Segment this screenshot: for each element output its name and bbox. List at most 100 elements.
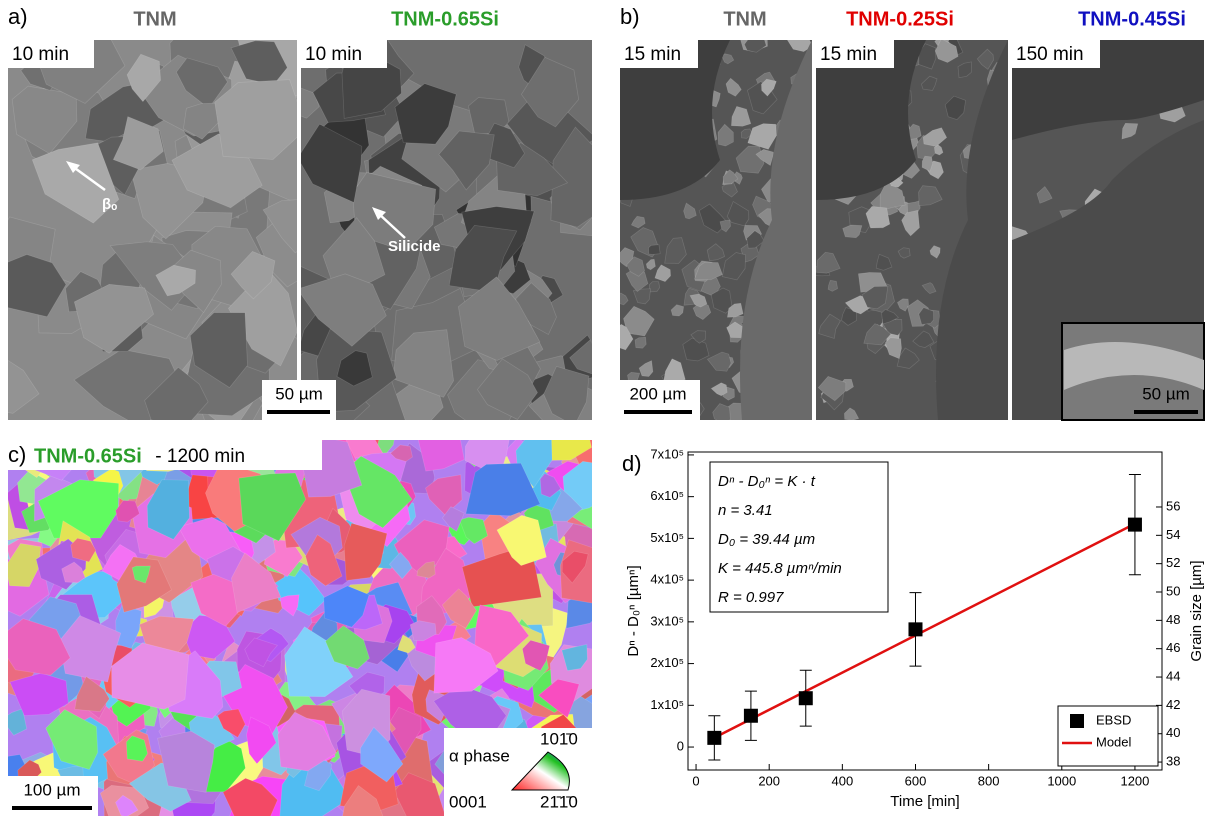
y2-tick-label: 56: [1166, 498, 1180, 513]
grain: [126, 735, 148, 762]
grain: [112, 116, 164, 171]
grain: [323, 585, 370, 628]
panel-label: c): [8, 442, 26, 467]
annotation: R = 0.997: [718, 589, 784, 606]
grain: [698, 203, 729, 234]
grain: [620, 247, 635, 268]
x-tick-label: 600: [905, 773, 927, 788]
grain: [706, 243, 726, 262]
grain: [441, 506, 465, 532]
grain: [458, 276, 541, 361]
grain: [539, 473, 562, 498]
y2-tick-label: 46: [1166, 640, 1180, 655]
time-label: 15 min: [820, 44, 877, 65]
time-label: - 1200 min: [150, 446, 245, 467]
grain: [262, 199, 297, 254]
grain: [238, 472, 307, 542]
sample-name: TNM-0.65Si: [34, 445, 142, 467]
grain: [520, 56, 580, 128]
grain: [626, 256, 645, 277]
grain: [625, 268, 649, 292]
grain: [8, 359, 40, 414]
grain: [743, 40, 767, 53]
sample-name: TNM-0.65Si: [391, 8, 499, 30]
grain: [222, 777, 278, 816]
arrow-head: [66, 161, 80, 173]
grain: [45, 709, 99, 770]
grain: [1036, 185, 1053, 204]
grain: [8, 618, 71, 676]
grain: [944, 95, 966, 121]
grain: [244, 637, 279, 668]
grain: [360, 726, 404, 783]
grain: [683, 202, 697, 220]
annotation: Dⁿ - D₀ⁿ = K · t: [718, 473, 816, 490]
grain: [343, 522, 388, 581]
grain: [230, 250, 276, 300]
data-point: [908, 622, 923, 637]
grain: [397, 634, 416, 654]
scale-bar: [12, 806, 92, 810]
label-bg: [0, 440, 322, 470]
grain: [721, 252, 746, 281]
grain: [496, 514, 547, 566]
grain: [115, 794, 139, 816]
micrograph: [816, 40, 1008, 420]
y2-tick-label: 48: [1166, 612, 1180, 627]
legend-marker: [1070, 714, 1084, 728]
grain: [918, 307, 934, 325]
y2-tick-label: 38: [1166, 754, 1180, 769]
grain: [325, 625, 370, 670]
grain: [416, 560, 436, 579]
grain: [817, 375, 847, 402]
grain: [146, 479, 190, 540]
scale-bar: [267, 410, 330, 414]
x-tick-label: 1000: [1047, 773, 1076, 788]
x-tick-label: 200: [758, 773, 780, 788]
grain: [786, 40, 812, 52]
grain: [976, 48, 994, 70]
y2-tick-label: 42: [1166, 697, 1180, 712]
grain: [301, 123, 363, 203]
grain: [827, 280, 838, 292]
model-line: [713, 522, 1136, 739]
grain: [126, 53, 161, 103]
micrograph: [620, 40, 812, 420]
data-point: [707, 730, 722, 745]
time-label: 15 min: [624, 44, 681, 65]
grain: [231, 552, 282, 614]
grain: [476, 358, 538, 420]
x-tick-label: 0: [692, 773, 699, 788]
grain: [342, 784, 384, 816]
y2-tick-label: 54: [1166, 527, 1180, 542]
grain: [918, 185, 943, 206]
y-tick-label: 6x10⁵: [650, 488, 684, 503]
grain: [389, 444, 413, 462]
grain: [522, 639, 551, 672]
data-point: [743, 708, 758, 723]
grain: [634, 336, 647, 349]
annotation: Silicide: [388, 238, 441, 255]
grain: [9, 672, 69, 716]
grain: [654, 264, 671, 283]
grain: [217, 708, 246, 738]
annotation: K = 445.8 µmⁿ/min: [718, 560, 842, 577]
panel-label: b): [620, 4, 640, 29]
grain: [710, 287, 733, 314]
grain: [920, 75, 938, 91]
grain: [842, 224, 863, 239]
x-tick-label: 1200: [1120, 773, 1149, 788]
grain: [861, 285, 889, 310]
grain: [301, 273, 387, 347]
y-tick-label: 2x10⁵: [650, 655, 684, 670]
y-tick-label: 4x10⁵: [650, 572, 684, 587]
grain: [901, 209, 920, 237]
grain: [755, 149, 774, 167]
grain: [8, 254, 67, 318]
grain: [726, 200, 750, 227]
y-tick-label: 1x10⁵: [650, 697, 684, 712]
grain: [648, 281, 661, 293]
legend-label: EBSD: [1096, 712, 1131, 727]
